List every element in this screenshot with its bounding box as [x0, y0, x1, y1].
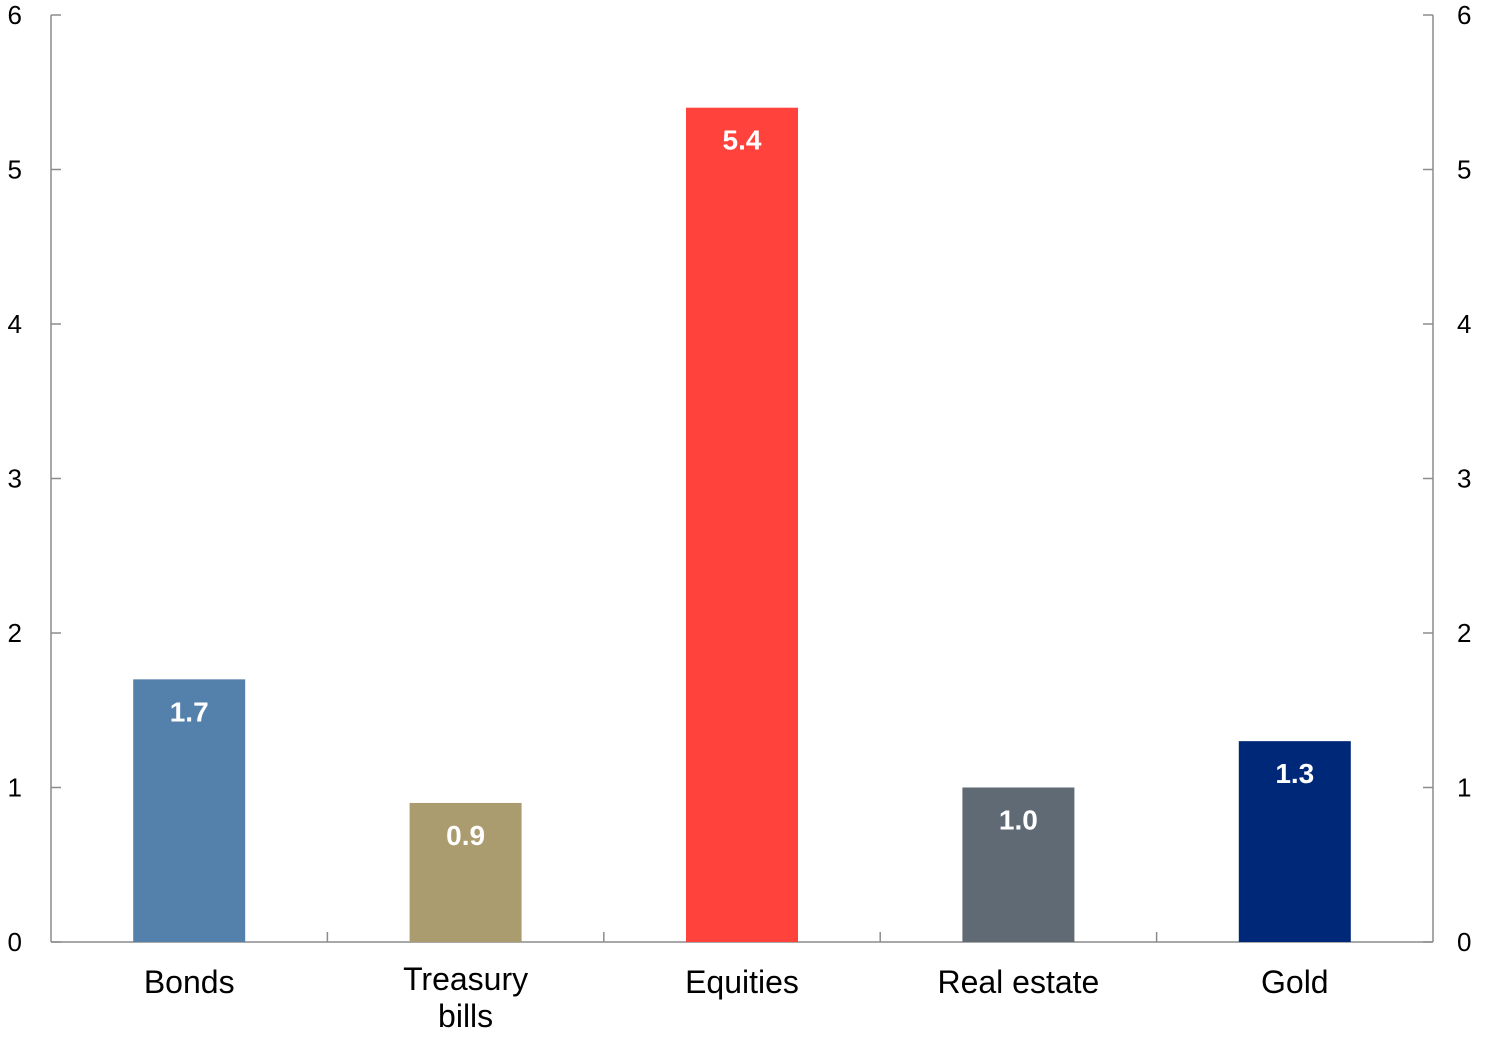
x-category-label: Real estate [937, 964, 1099, 1000]
left-y-tick-label: 0 [8, 927, 22, 957]
data-label: 0.9 [446, 820, 485, 851]
bar-bonds [133, 679, 246, 942]
left-y-tick-label: 2 [8, 618, 22, 648]
bar-treasury-bills [409, 802, 522, 942]
right-y-tick-label: 5 [1457, 155, 1471, 185]
right-y-tick-label: 3 [1457, 464, 1471, 494]
data-label: 1.7 [170, 696, 209, 727]
bar-equities [686, 107, 798, 942]
x-category-label-line: Treasury [403, 961, 528, 997]
x-category-label: Equities [685, 964, 799, 1000]
right-y-tick-label: 4 [1457, 309, 1471, 339]
x-category-label-line: bills [438, 998, 493, 1034]
x-category-label: Bonds [144, 964, 235, 1000]
left-y-tick-label: 3 [8, 464, 22, 494]
data-label: 1.0 [999, 805, 1038, 836]
right-y-tick-label: 1 [1457, 773, 1471, 803]
left-y-tick-label: 6 [8, 0, 22, 30]
axes: 0 0 1 1 2 2 3 3 4 4 5 5 6 6 [8, 0, 1472, 957]
right-y-tick-label: 0 [1457, 927, 1471, 957]
right-y-tick-label: 2 [1457, 618, 1471, 648]
left-y-tick-label: 1 [8, 773, 22, 803]
bar-gold [1238, 741, 1351, 942]
left-y-tick-label: 4 [8, 309, 22, 339]
bars [133, 107, 1351, 942]
x-category-label: Gold [1261, 964, 1329, 1000]
bar-real-estate [962, 787, 1075, 942]
labels: 1.7 Bonds 0.9 Treasury bills 5.4 Equities 1.0 Re… [144, 125, 1329, 1034]
left-y-tick-label: 5 [8, 155, 22, 185]
data-label: 5.4 [723, 125, 762, 156]
data-label: 1.3 [1275, 758, 1314, 789]
x-category-label: Treasury bills [403, 961, 528, 1034]
right-y-tick-label: 6 [1457, 0, 1471, 30]
